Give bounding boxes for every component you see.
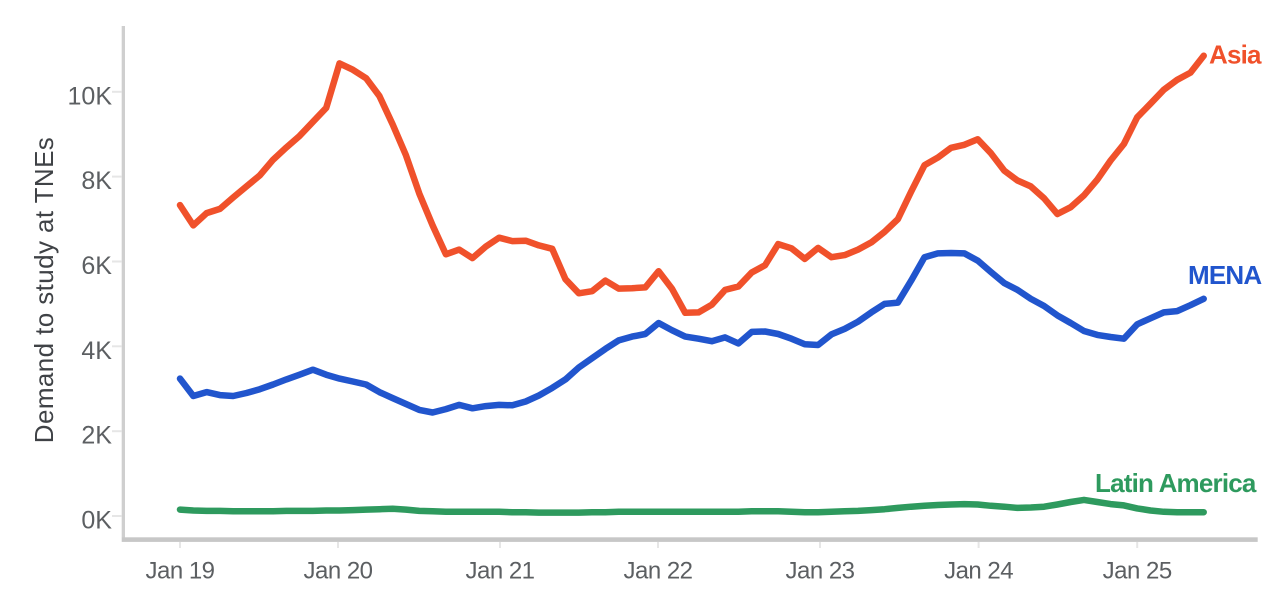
svg-text:Asia: Asia <box>1209 40 1262 70</box>
svg-text:0K: 0K <box>81 507 112 535</box>
svg-text:6K: 6K <box>81 252 112 280</box>
svg-text:Jan 19: Jan 19 <box>145 558 214 585</box>
svg-text:Jan 22: Jan 22 <box>623 558 692 585</box>
svg-text:Jan 23: Jan 23 <box>785 558 854 585</box>
svg-text:2K: 2K <box>81 422 112 450</box>
svg-text:Jan 21: Jan 21 <box>465 558 534 585</box>
svg-text:Demand to study at TNEs: Demand to study at TNEs <box>29 137 59 443</box>
svg-text:Jan 20: Jan 20 <box>303 558 372 585</box>
svg-text:10K: 10K <box>68 82 113 110</box>
svg-text:Jan 25: Jan 25 <box>1103 558 1172 585</box>
svg-text:8K: 8K <box>81 167 112 195</box>
svg-text:4K: 4K <box>81 337 112 365</box>
svg-text:Latin America: Latin America <box>1095 468 1257 498</box>
svg-text:MENA: MENA <box>1188 260 1262 290</box>
svg-text:Jan 24: Jan 24 <box>944 558 1013 585</box>
